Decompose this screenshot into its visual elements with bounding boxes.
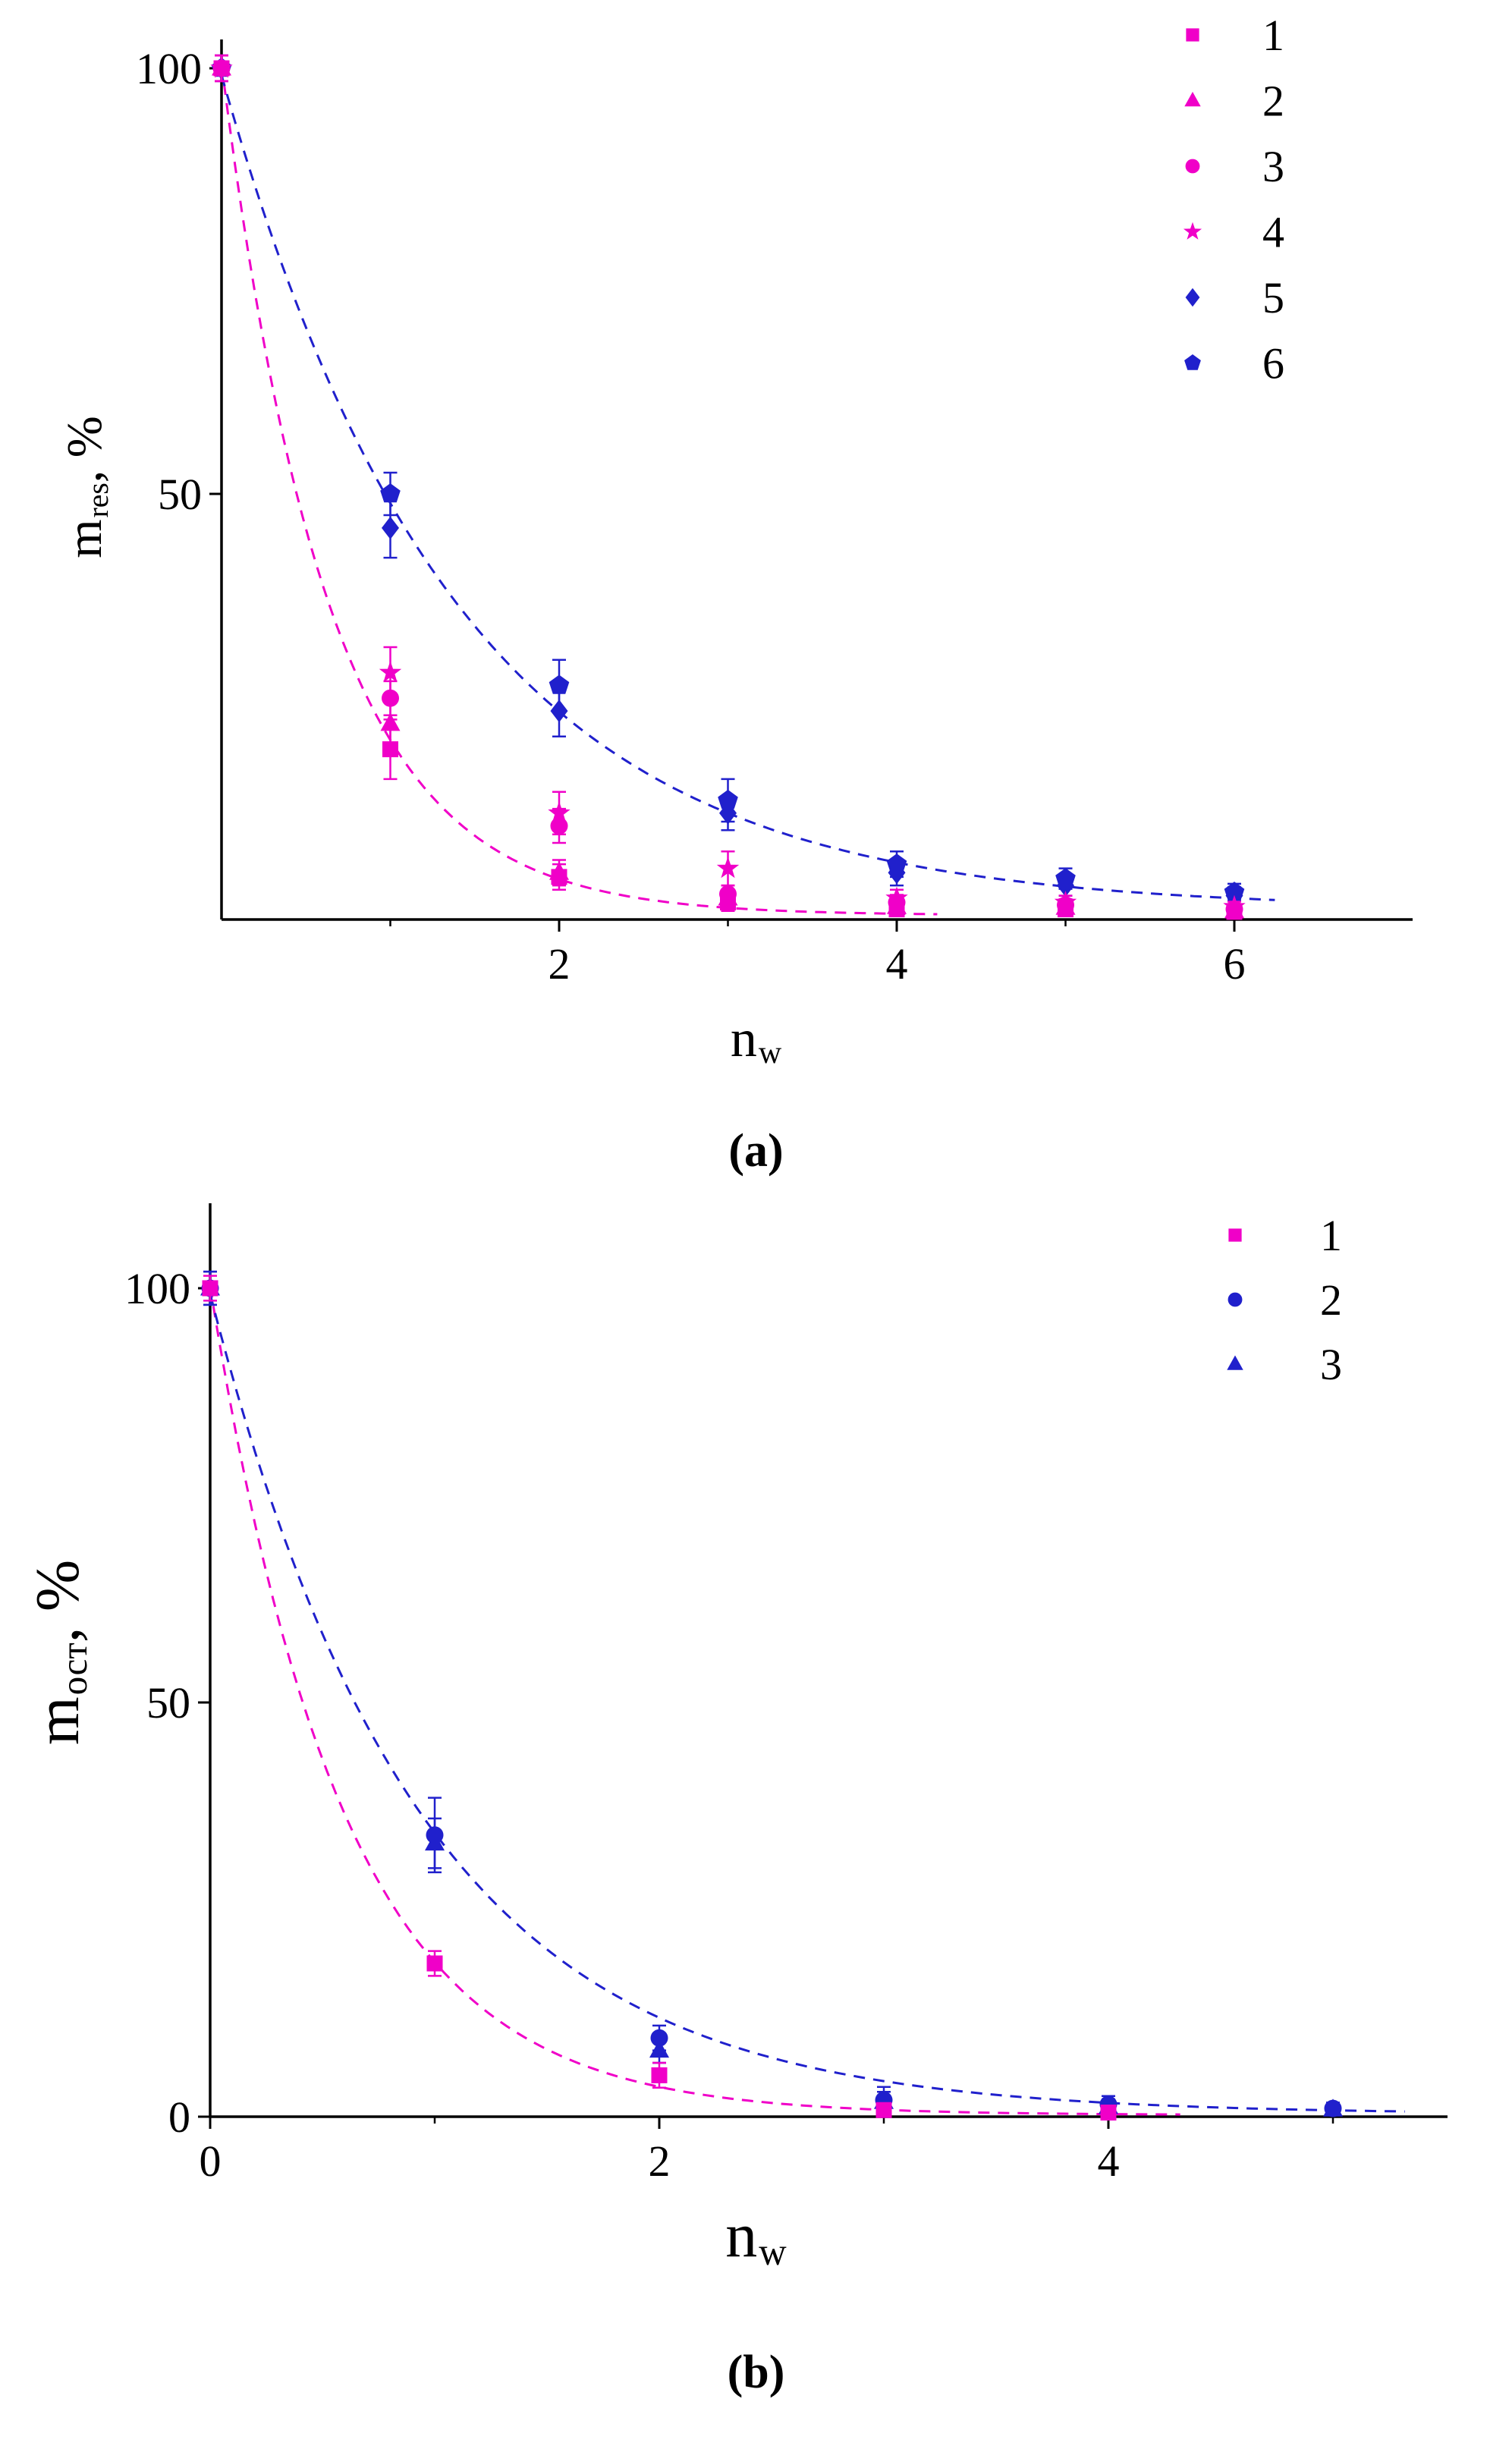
legend-label: 5 (1262, 273, 1284, 322)
marker-square (651, 2067, 668, 2083)
marker-square (1226, 904, 1243, 920)
marker-square (1100, 2105, 1117, 2121)
y-axis-title-a-main: m (57, 519, 112, 558)
y-axis-title-a-sub: res (80, 483, 115, 518)
marker-circle (1324, 2099, 1342, 2117)
marker-star (716, 857, 740, 879)
marker-circle (550, 817, 568, 835)
marker-diamond (1057, 874, 1074, 898)
legend-label: 2 (1262, 77, 1284, 126)
caption-a: (a) (728, 1125, 784, 1177)
marker-star (379, 661, 402, 683)
x-axis-title-a-main: n (730, 1010, 757, 1068)
y-axis-title-a-suffix: , % (57, 416, 112, 483)
marker-diamond (888, 861, 906, 885)
chart-b-canvas: 0 2 4 0 50 100 1 2 3 (124, 1203, 1448, 2186)
x-axis-title-b-sub: w (759, 2231, 787, 2274)
legend-label: 3 (1320, 1340, 1342, 1389)
x-axis-title-a-sub: w (758, 1036, 782, 1071)
legend-marker-triangle (1227, 1355, 1243, 1370)
x-tick-label: 4 (886, 939, 908, 989)
marker-diamond (550, 699, 568, 723)
y-axis-title-b-suffix: , % (23, 1559, 92, 1643)
y-tick-label: 0 (168, 2092, 190, 2142)
y-tick-label: 100 (124, 1264, 190, 1313)
x-axis-title-b-main: n (725, 2200, 758, 2271)
x-tick-label: 6 (1224, 939, 1246, 989)
legend-marker-pentagon (1184, 354, 1201, 370)
marker-square (888, 901, 905, 918)
marker-square (426, 1955, 443, 1972)
legend-marker-square (1186, 28, 1199, 42)
marker-square (1058, 901, 1073, 918)
marker-square (720, 894, 736, 911)
marker-diamond (382, 516, 399, 539)
legend-label: 6 (1262, 339, 1284, 388)
legend-marker-diamond (1185, 288, 1200, 307)
marker-square (202, 1280, 218, 1297)
fit-curve-blue (220, 74, 1275, 901)
legend-label: 1 (1320, 1211, 1342, 1260)
legend-marker-square (1228, 1228, 1242, 1242)
legend-marker-circle (1228, 1292, 1243, 1307)
marker-square (382, 741, 398, 758)
marker-square (551, 869, 567, 885)
legend-label: 1 (1262, 11, 1284, 60)
caption-b: (b) (727, 2347, 785, 2398)
x-tick-label: 2 (549, 939, 571, 989)
x-axis-title-a: nw (0, 1009, 1512, 1070)
y-tick-label: 100 (136, 44, 202, 93)
y-axis-title-a: mres, % (56, 416, 115, 558)
chart-a-canvas: 2 4 6 50 100 1 2 3 4 5 6 (136, 11, 1413, 989)
y-axis-title-b-main: m (23, 1696, 92, 1746)
legend-marker-circle (1185, 159, 1200, 174)
fit-curve-blue (209, 1294, 1405, 2113)
marker-pentagon (549, 674, 570, 694)
x-axis-title-b: nw (0, 2199, 1512, 2272)
legend-label: 2 (1320, 1275, 1342, 1325)
marker-square (213, 60, 230, 77)
legend-marker-star (1183, 222, 1202, 240)
y-axis-title-b: mост, % (22, 1559, 95, 1746)
legend-marker-triangle (1184, 92, 1201, 107)
x-tick-label: 0 (200, 2136, 222, 2186)
y-tick-label: 50 (146, 1678, 190, 1728)
x-tick-label: 2 (649, 2136, 671, 2186)
marker-circle (426, 1826, 444, 1844)
marker-diamond (719, 801, 737, 825)
marker-square (875, 2102, 892, 2118)
legend-label: 3 (1262, 142, 1284, 191)
fit-curve-magenta (220, 64, 938, 916)
legend-label: 4 (1262, 208, 1284, 257)
marker-circle (650, 2029, 668, 2047)
y-axis-title-b-sub: ост (52, 1643, 95, 1696)
x-tick-label: 4 (1098, 2136, 1120, 2186)
fit-curve-magenta (209, 1286, 1180, 2116)
y-tick-label: 50 (158, 470, 202, 519)
